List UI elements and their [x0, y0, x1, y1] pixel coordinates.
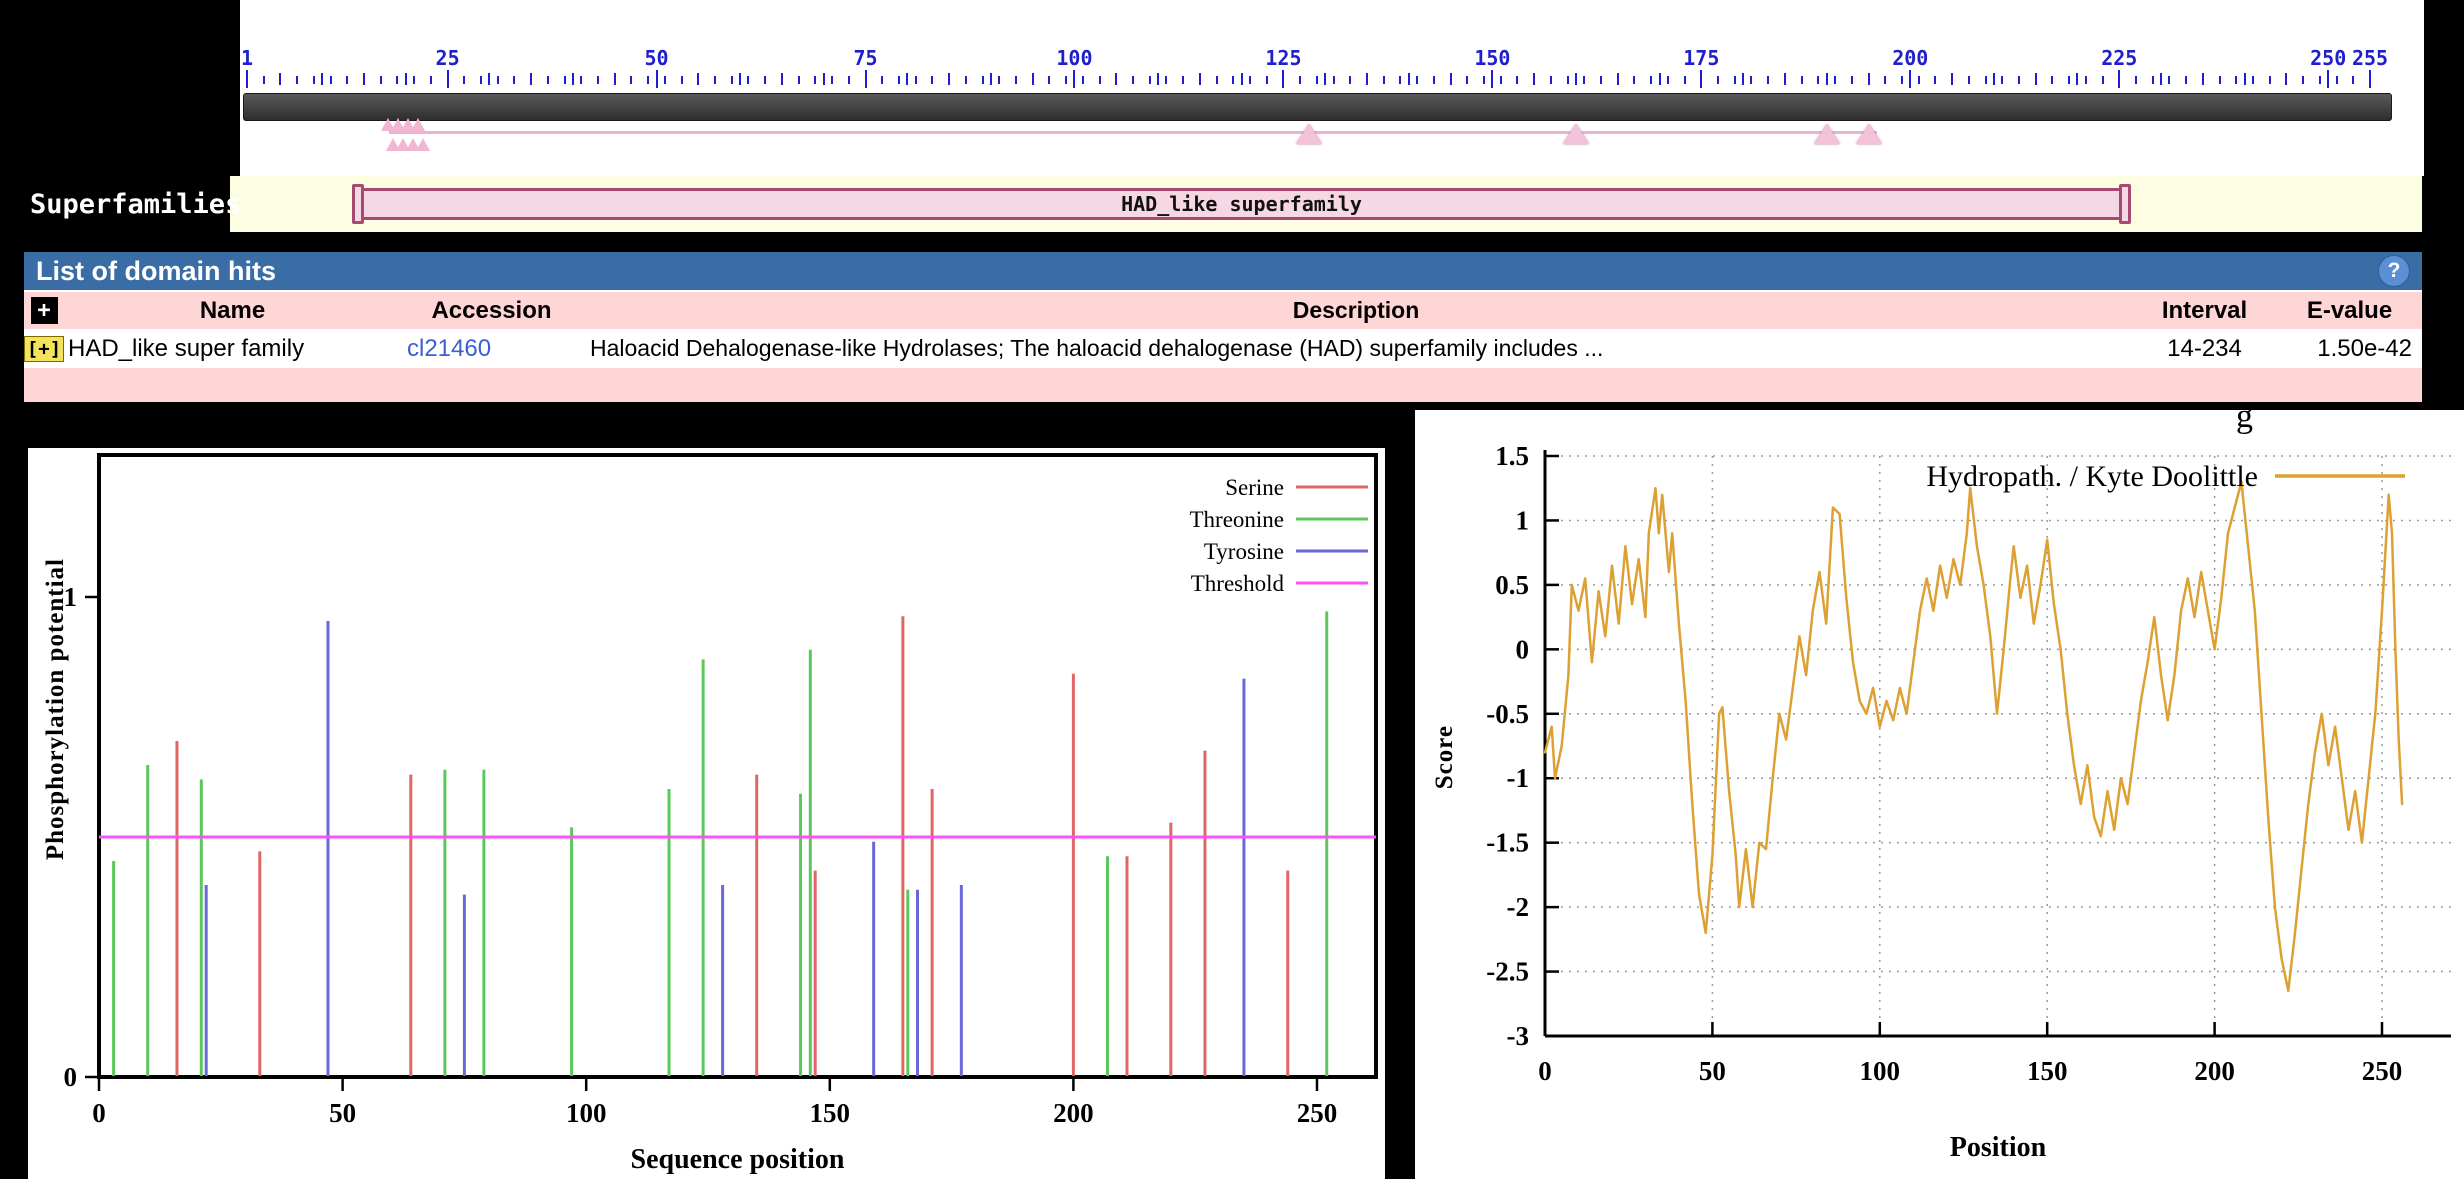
- svg-text:50: 50: [329, 1098, 356, 1128]
- svg-text:Hydropath. / Kyte Doolittle: Hydropath. / Kyte Doolittle: [1926, 460, 2258, 493]
- hydropathy-chart-panel: 1.5 1 0.5 0 -0.5 -1 -1.5 -2 -2.5 -3 0 50 100 150 200 25…: [1415, 410, 2464, 1179]
- superfamilies-label-chip: Superfamilies: [24, 176, 241, 232]
- svg-text:200: 200: [2194, 1056, 2235, 1086]
- column-header-interval: Interval: [2161, 296, 2248, 324]
- svg-text:Threonine: Threonine: [1189, 507, 1284, 532]
- svg-text:100: 100: [566, 1098, 607, 1128]
- ruler-number: 125: [1265, 46, 1302, 70]
- column-header-accession: Accession: [431, 296, 552, 324]
- svg-text:-2: -2: [1507, 892, 1530, 922]
- svg-text:-0.5: -0.5: [1486, 699, 1529, 729]
- svg-text:0: 0: [1516, 634, 1530, 664]
- svg-text:250: 250: [1297, 1098, 1338, 1128]
- sequence-bar: [243, 93, 2392, 121]
- expand-row-button[interactable]: [+]: [23, 335, 65, 362]
- ruler-number: 75: [853, 46, 878, 70]
- column-header-description: Description: [1292, 297, 1420, 323]
- feature-marker-icon[interactable]: [1562, 124, 1589, 144]
- row-expander-cell: [+]: [23, 331, 65, 366]
- svg-text:-1: -1: [1507, 763, 1530, 793]
- svg-text:Tyrosine: Tyrosine: [1204, 539, 1284, 564]
- row-interval: 14-234: [2167, 334, 2242, 362]
- hydro-x-axis-label: Position: [1949, 1132, 2047, 1163]
- column-header-evalue: E-value: [2306, 296, 2393, 324]
- phosphorylation-chart: 0 50 100 150 200 250 0 1 Serine Threonine Tyrosine…: [64, 453, 1378, 1128]
- netphos-x-axis-label: Sequence position: [630, 1144, 845, 1175]
- superfamilies-row: Superfamilies HAD_like superfamily: [24, 176, 2422, 232]
- ruler-number: 25: [435, 46, 460, 70]
- plus-icon: +: [30, 297, 58, 324]
- phosphorylation-chart-panel: 0 50 100 150 200 250 0 1 Serine Threonine Tyrosine…: [28, 448, 1385, 1179]
- superfamily-bar-right-cap: [2119, 184, 2131, 224]
- svg-text:Threshold: Threshold: [1191, 571, 1285, 596]
- row-name: HAD_like super family: [68, 334, 305, 362]
- row-evalue: 1.50e-42: [2317, 334, 2412, 362]
- sequence-ruler: 1 25 50 75 100 125 150 175 200 225 250 255: [0, 0, 2464, 176]
- svg-text:-2.5: -2.5: [1486, 957, 1529, 987]
- svg-text:0.5: 0.5: [1495, 570, 1529, 600]
- hydropathy-chart: 1.5 1 0.5 0 -0.5 -1 -1.5 -2 -2.5 -3 0 50 100 150 200 25…: [1486, 441, 2451, 1086]
- svg-text:200: 200: [1053, 1098, 1094, 1128]
- table-empty-row: [24, 368, 2422, 402]
- superfamily-bar-label: HAD_like superfamily: [1121, 192, 1362, 216]
- svg-text:50: 50: [1699, 1056, 1726, 1086]
- accession-link[interactable]: cl21460: [407, 334, 492, 362]
- netphos-y-axis-label: Phosphorylation potential: [42, 558, 69, 861]
- ruler-number: 50: [644, 46, 669, 70]
- svg-text:150: 150: [2027, 1056, 2068, 1086]
- feature-marker-icon[interactable]: [1855, 124, 1882, 144]
- help-icon[interactable]: ?: [2378, 255, 2410, 287]
- row-description: Haloacid Dehalogenase-like Hydrolases; T…: [590, 335, 1604, 361]
- svg-text:1: 1: [1516, 505, 1530, 535]
- domain-hits-header: List of domain hits ?: [24, 252, 2422, 290]
- ruler-number: 225: [2101, 46, 2138, 70]
- svg-text:250: 250: [2362, 1056, 2403, 1086]
- table-row: [+] HAD_like super family cl21460 Haloac…: [23, 331, 2422, 366]
- feature-marker-icon[interactable]: [1295, 124, 1322, 144]
- svg-text:1.5: 1.5: [1495, 441, 1529, 471]
- svg-text:0: 0: [92, 1098, 106, 1128]
- ruler-number: 1: [240, 46, 254, 70]
- row-accession: cl21460: [401, 331, 582, 366]
- svg-text:-1.5: -1.5: [1486, 828, 1529, 858]
- svg-text:1: 1: [64, 582, 78, 612]
- domain-hits-table: List of domain hits ? + Name Accession D…: [23, 252, 2422, 402]
- svg-text:0: 0: [64, 1062, 78, 1092]
- svg-text:-3: -3: [1507, 1021, 1530, 1051]
- table-header-row: + Name Accession Description Interval E-…: [24, 292, 2422, 329]
- feature-marker-icon[interactable]: [1813, 124, 1840, 144]
- ruler-number: 250: [2310, 46, 2347, 70]
- superfamily-bar-left-cap: [352, 184, 364, 224]
- ruler-number: 200: [1892, 46, 1929, 70]
- expand-all-button[interactable]: +: [24, 292, 64, 329]
- feature-annotations: [0, 0, 2464, 176]
- superfamily-bar[interactable]: HAD_like superfamily: [352, 184, 2131, 224]
- ruler-number: 255: [2351, 46, 2389, 70]
- ruler-number: 100: [1056, 46, 1093, 70]
- column-header-name: Name: [199, 296, 266, 324]
- hydro-y-axis-label: Score: [1431, 725, 1458, 790]
- svg-text:Serine: Serine: [1225, 475, 1284, 500]
- ruler-panel: [240, 0, 2424, 176]
- svg-text:0: 0: [1538, 1056, 1552, 1086]
- svg-text:100: 100: [1860, 1056, 1901, 1086]
- svg-text:150: 150: [810, 1098, 851, 1128]
- ruler-number: 175: [1683, 46, 1720, 70]
- domain-hits-title: List of domain hits: [36, 255, 276, 286]
- ruler-number: 150: [1474, 46, 1511, 70]
- superfamilies-label: Superfamilies: [30, 188, 242, 220]
- stray-caption-text: g: [2236, 398, 2253, 435]
